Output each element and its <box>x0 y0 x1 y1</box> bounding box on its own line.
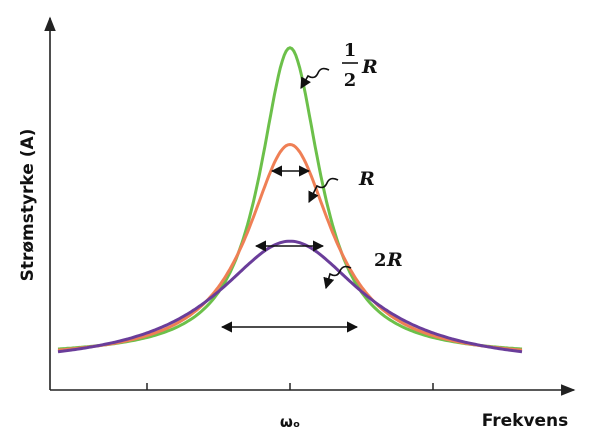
label-2r-coefficient: 2 <box>374 250 387 271</box>
curve-half-r <box>57 46 523 351</box>
curve-2r <box>57 239 523 354</box>
y-axis-label: Strømstyrke (A) <box>18 129 38 282</box>
label-half-r-symbol: R <box>361 56 378 78</box>
leader-r <box>308 177 339 204</box>
curve-r <box>57 142 523 352</box>
x-axis-label: Frekvens <box>482 411 569 431</box>
leader-half-r <box>300 67 330 89</box>
label-r: R <box>358 168 375 190</box>
x-tick-label-omega0: ωₒ <box>280 413 300 431</box>
label-half-r-numerator: 1 <box>344 40 357 61</box>
label-half-r-denominator: 2 <box>344 70 357 91</box>
label-2r-symbol: R <box>386 249 403 271</box>
leader-2r <box>323 265 352 290</box>
